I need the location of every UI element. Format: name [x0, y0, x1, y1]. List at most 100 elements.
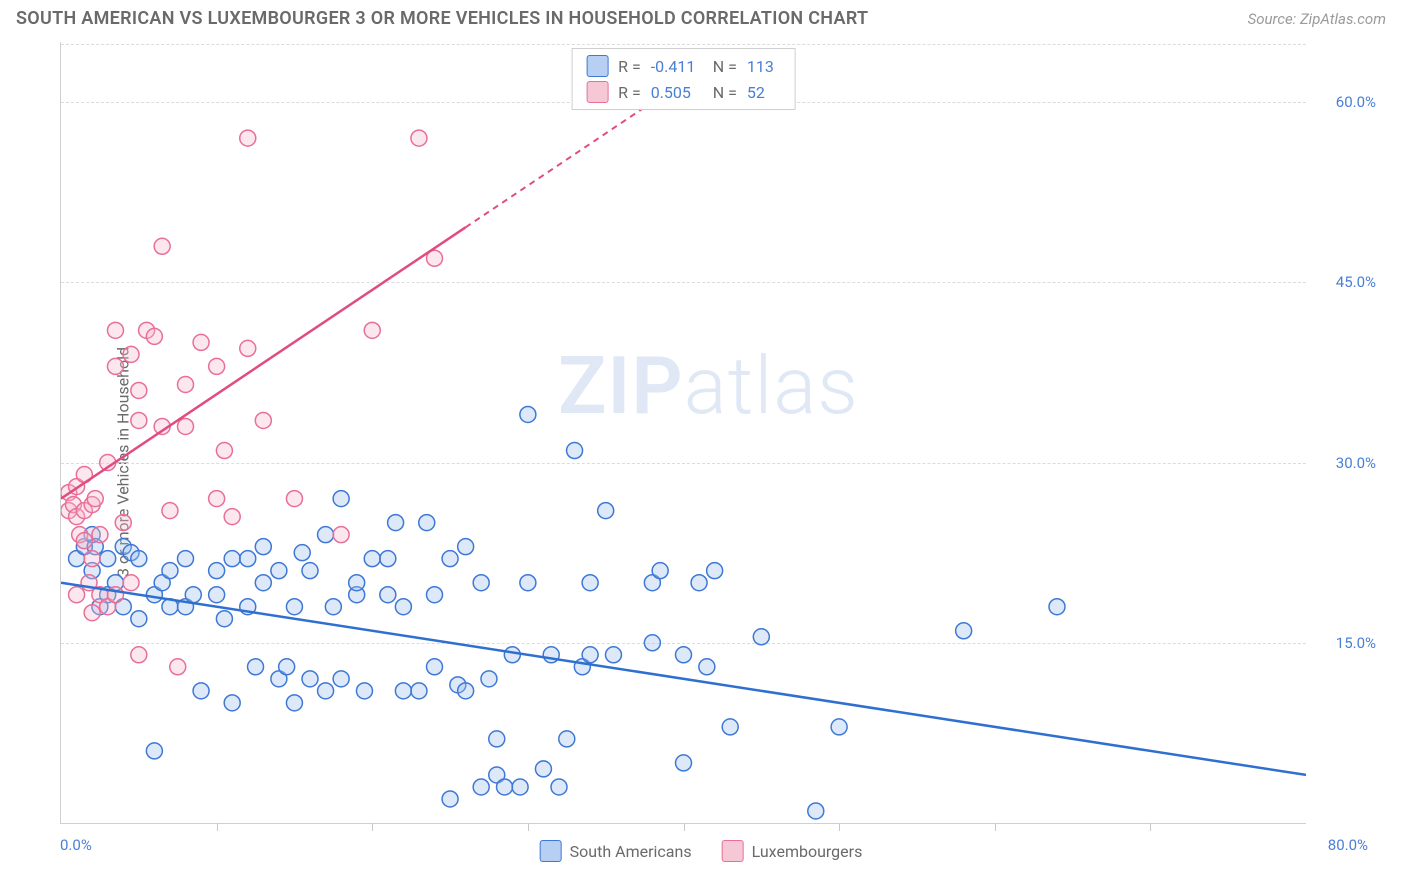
data-point	[255, 575, 271, 591]
data-point	[255, 539, 271, 555]
data-point	[605, 647, 621, 663]
data-point	[753, 629, 769, 645]
x-tick	[217, 823, 218, 831]
data-point	[84, 551, 100, 567]
chart-container: 3 or more Vehicles in Household ZIPatlas…	[16, 42, 1386, 882]
data-point	[84, 605, 100, 621]
stats-swatch	[586, 81, 608, 103]
data-point	[255, 412, 271, 428]
data-point	[178, 418, 194, 434]
data-point	[364, 322, 380, 338]
data-point	[691, 575, 707, 591]
data-point	[146, 743, 162, 759]
data-point	[170, 659, 186, 675]
data-point	[318, 527, 334, 543]
y-tick-label: 15.0%	[1316, 634, 1376, 652]
data-point	[216, 611, 232, 627]
data-point	[271, 563, 287, 579]
stats-row: R =0.505N =52	[586, 79, 781, 105]
stats-row: R =-0.411N =113	[586, 53, 781, 79]
data-point	[481, 671, 497, 687]
x-tick	[528, 823, 529, 831]
data-point	[427, 659, 443, 675]
data-point	[427, 587, 443, 603]
data-point	[333, 491, 349, 507]
data-point	[193, 334, 209, 350]
plot-svg	[61, 42, 1306, 823]
data-point	[107, 322, 123, 338]
data-point	[123, 575, 139, 591]
data-point	[722, 719, 738, 735]
data-point	[356, 683, 372, 699]
data-point	[520, 575, 536, 591]
data-point	[325, 599, 341, 615]
data-point	[1049, 599, 1065, 615]
data-point	[567, 443, 583, 459]
n-value: 113	[747, 57, 781, 76]
data-point	[520, 406, 536, 422]
data-point	[582, 647, 598, 663]
legend-swatch	[540, 840, 562, 862]
data-point	[442, 551, 458, 567]
data-point	[652, 563, 668, 579]
data-point	[512, 779, 528, 795]
data-point	[240, 130, 256, 146]
data-point	[100, 551, 116, 567]
data-point	[442, 791, 458, 807]
data-point	[146, 328, 162, 344]
x-tick	[995, 823, 996, 831]
data-point	[302, 671, 318, 687]
data-point	[582, 575, 598, 591]
data-point	[676, 647, 692, 663]
data-point	[535, 761, 551, 777]
stats-box: R =-0.411N =113R =0.505N =52	[571, 48, 796, 110]
data-point	[808, 803, 824, 819]
legend-label: Luxembourgers	[752, 842, 863, 861]
data-point	[551, 779, 567, 795]
legend-item: Luxembourgers	[722, 840, 863, 862]
data-point	[380, 587, 396, 603]
data-point	[279, 659, 295, 675]
r-label: R =	[618, 57, 641, 76]
data-point	[224, 509, 240, 525]
data-point	[209, 358, 225, 374]
data-point	[333, 527, 349, 543]
n-label: N =	[713, 83, 737, 102]
data-point	[318, 683, 334, 699]
data-point	[489, 731, 505, 747]
data-point	[504, 647, 520, 663]
chart-title: SOUTH AMERICAN VS LUXEMBOURGER 3 OR MORE…	[16, 8, 868, 29]
data-point	[162, 563, 178, 579]
data-point	[395, 683, 411, 699]
data-point	[380, 551, 396, 567]
data-point	[224, 551, 240, 567]
data-point	[131, 382, 147, 398]
legend: South AmericansLuxembourgers	[540, 840, 863, 862]
data-point	[69, 587, 85, 603]
data-point	[87, 491, 103, 507]
data-point	[76, 533, 92, 549]
data-point	[333, 671, 349, 687]
data-point	[209, 563, 225, 579]
data-point	[209, 491, 225, 507]
legend-swatch	[722, 840, 744, 862]
data-point	[193, 683, 209, 699]
data-point	[559, 731, 575, 747]
data-point	[178, 376, 194, 392]
data-point	[473, 575, 489, 591]
data-point	[286, 599, 302, 615]
x-axis-max-label: 80.0%	[1328, 836, 1368, 854]
x-tick	[839, 823, 840, 831]
data-point	[458, 539, 474, 555]
data-point	[497, 779, 513, 795]
data-point	[123, 346, 139, 362]
plot-area: ZIPatlas R =-0.411N =113R =0.505N =52 15…	[60, 42, 1306, 824]
data-point	[411, 683, 427, 699]
x-tick	[372, 823, 373, 831]
data-point	[131, 611, 147, 627]
data-point	[240, 551, 256, 567]
y-tick-label: 45.0%	[1316, 273, 1376, 291]
data-point	[473, 779, 489, 795]
data-point	[349, 575, 365, 591]
data-point	[598, 503, 614, 519]
